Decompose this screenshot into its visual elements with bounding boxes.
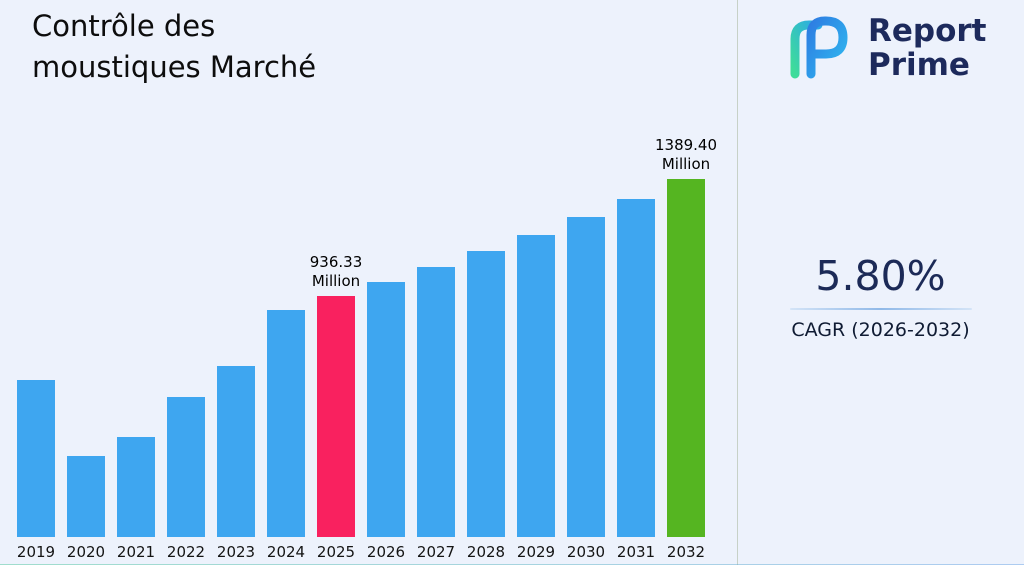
brand-name-line1: Report — [868, 12, 987, 49]
x-axis-label-2030: 2030 — [566, 543, 606, 561]
bar-column-2021: 2021 — [117, 437, 155, 561]
bar-column-2024: 2024 — [267, 310, 305, 561]
bar-2022 — [167, 397, 205, 537]
bar-column-2019: 2019 — [17, 380, 55, 561]
bar-2023 — [217, 366, 255, 537]
bar-chart: 2019 2020 2021 2022 2023 2024 936.33 Million 202… — [17, 136, 717, 561]
bar-value-label-2032: 1389.40 Million — [654, 135, 718, 173]
x-axis-label-2021: 2021 — [116, 543, 156, 561]
brand-logo: Report Prime — [780, 8, 987, 88]
x-axis-label-2025: 2025 — [316, 543, 356, 561]
bar-2019 — [17, 380, 55, 537]
bar-column-2030: 2030 — [567, 217, 605, 561]
bar-column-2027: 2027 — [417, 267, 455, 561]
cagr-underline — [789, 308, 972, 311]
bar-column-2028: 2028 — [467, 251, 505, 561]
section-divider — [737, 0, 738, 576]
bar-column-2031: 2031 — [617, 199, 655, 561]
bar-2030 — [567, 217, 605, 537]
bar-2024 — [267, 310, 305, 537]
bar-column-2023: 2023 — [217, 366, 255, 561]
bar-column-2032: 1389.40 Million 2032 — [655, 136, 717, 561]
bottom-accent-line — [0, 564, 1024, 565]
x-axis-label-2032: 2032 — [666, 543, 706, 561]
x-axis-label-2031: 2031 — [616, 543, 656, 561]
bar-2032 — [667, 179, 705, 537]
x-axis-label-2024: 2024 — [266, 543, 306, 561]
bar-2031 — [617, 199, 655, 537]
x-axis-label-2019: 2019 — [16, 543, 56, 561]
bar-2025 — [317, 296, 355, 537]
page-title-line1: Contrôle des — [32, 9, 216, 43]
bar-2029 — [517, 235, 555, 537]
bar-2027 — [417, 267, 455, 537]
bottom-frame-strip — [0, 565, 1024, 576]
x-axis-label-2023: 2023 — [216, 543, 256, 561]
page-title: Contrôle des moustiques Marché — [32, 6, 316, 88]
bar-2021 — [117, 437, 155, 537]
x-axis-label-2028: 2028 — [466, 543, 506, 561]
bar-column-2020: 2020 — [67, 456, 105, 561]
brand-name-line2: Prime — [868, 47, 970, 83]
brand-name: Report Prime — [868, 14, 987, 82]
x-axis-label-2027: 2027 — [416, 543, 456, 561]
report-prime-logo-icon — [790, 16, 848, 79]
bar-value-label-2025: 936.33 Million — [309, 252, 363, 290]
bar-2026 — [367, 282, 405, 537]
bar-2028 — [467, 251, 505, 537]
bar-column-2025: 936.33 Million 2025 — [310, 253, 363, 561]
page-title-line2: moustiques Marché — [32, 50, 317, 85]
bar-column-2029: 2029 — [517, 235, 555, 561]
bar-2020 — [67, 456, 105, 537]
x-axis-label-2029: 2029 — [516, 543, 556, 561]
bar-column-2026: 2026 — [367, 282, 405, 561]
x-axis-label-2022: 2022 — [166, 543, 206, 561]
x-axis-label-2020: 2020 — [66, 543, 106, 561]
cagr-value: 5.80% — [815, 252, 946, 300]
x-axis-label-2026: 2026 — [366, 543, 406, 561]
cagr-label: CAGR (2026-2032) — [791, 319, 970, 342]
cagr-block: 5.80% CAGR (2026-2032) — [737, 252, 1024, 341]
bar-column-2022: 2022 — [167, 397, 205, 561]
